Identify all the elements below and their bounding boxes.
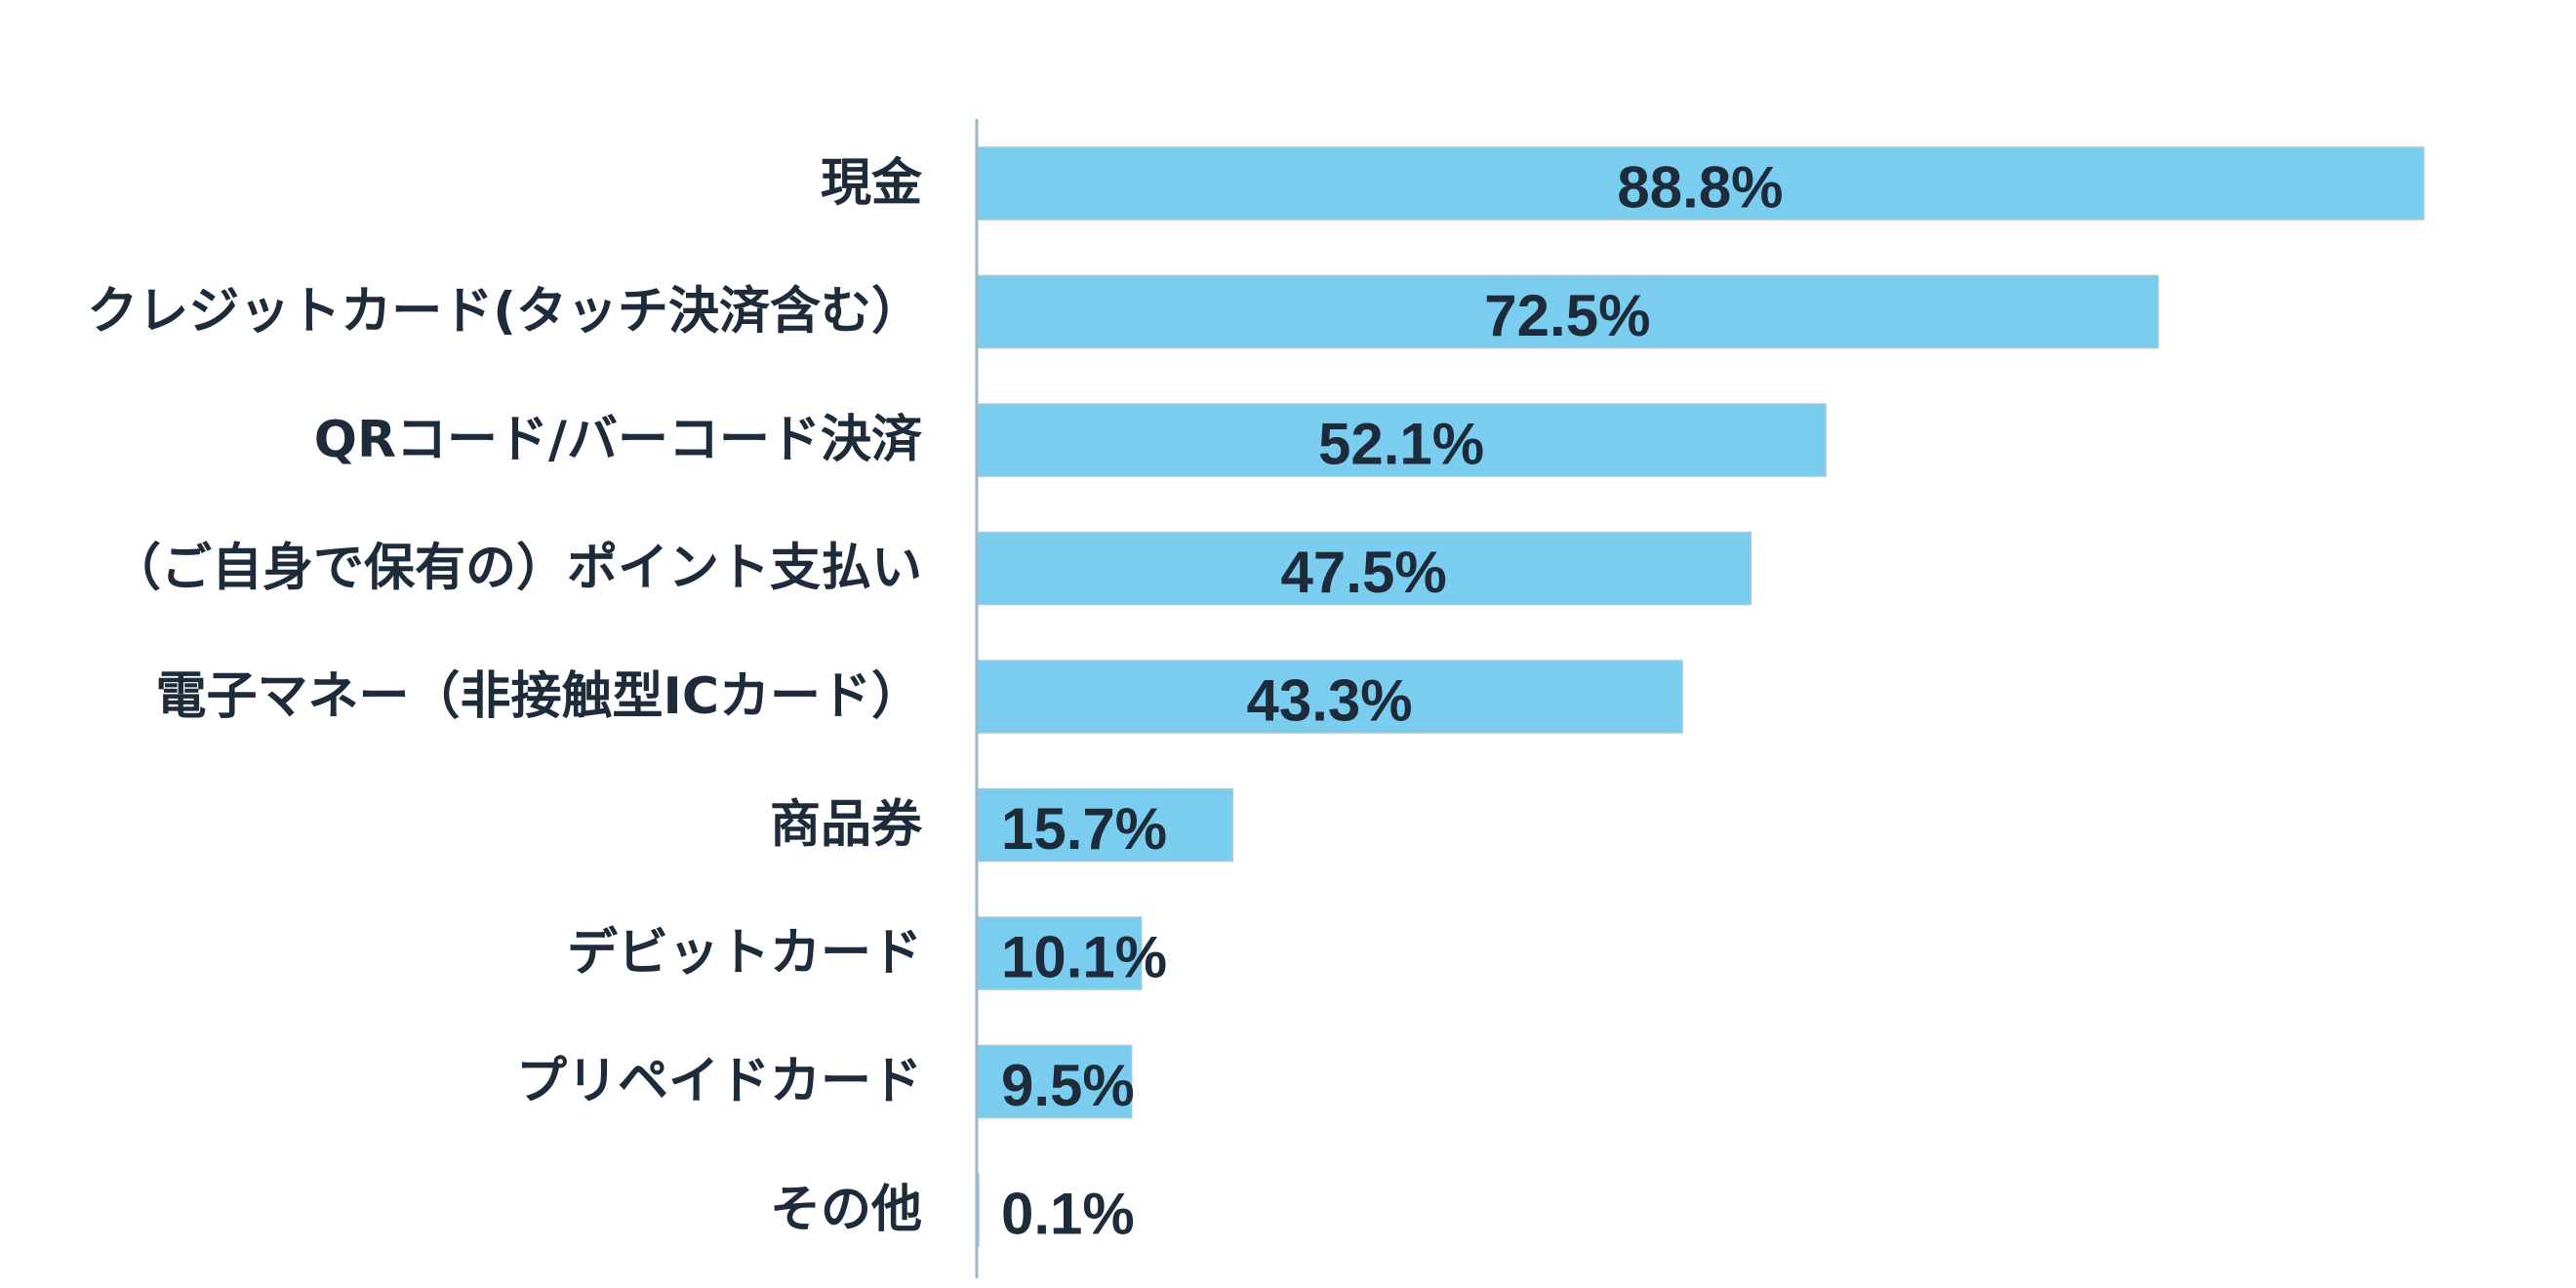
value-label-9: 0.1% bbox=[1001, 1182, 1135, 1247]
value-label-8: 9.5% bbox=[1001, 1053, 1135, 1118]
bar-2 bbox=[976, 274, 2159, 349]
category-label-5: 電子マネー（非接触型ICカード） bbox=[155, 667, 922, 726]
value-label-7: 10.1% bbox=[1001, 925, 1167, 990]
bar-3 bbox=[976, 403, 1827, 477]
category-label-3: QRコード/バーコード決済 bbox=[314, 411, 923, 469]
category-label-1: 現金 bbox=[821, 154, 923, 213]
value-label-3: 52.1% bbox=[1318, 412, 1484, 477]
bar-1 bbox=[976, 146, 2425, 221]
bar-5 bbox=[976, 660, 1683, 734]
bars-layer bbox=[976, 146, 2425, 1247]
bar-7 bbox=[976, 916, 1143, 990]
category-label-2: クレジットカード(タッチ決済含む） bbox=[87, 283, 922, 342]
value-label-1: 88.8% bbox=[1617, 155, 1783, 221]
value-label-6: 15.7% bbox=[1001, 796, 1167, 862]
value-label-5: 43.3% bbox=[1246, 668, 1412, 734]
category-label-6: 商品券 bbox=[770, 796, 923, 855]
category-label-9: その他 bbox=[770, 1181, 922, 1239]
value-label-2: 72.5% bbox=[1484, 283, 1650, 348]
category-label-7: デビットカード bbox=[567, 924, 922, 983]
category-label-8: プリペイドカード bbox=[516, 1053, 922, 1111]
bar-6 bbox=[976, 787, 1233, 863]
bar-4 bbox=[976, 531, 1751, 606]
category-label-4: （ご自身で保有の）ポイント支払い bbox=[110, 540, 922, 598]
value-label-4: 47.5% bbox=[1281, 540, 1447, 605]
labels-layer: 現金 88.8% クレジットカード(タッチ決済含む） 72.5% QRコード/バーコード… bbox=[87, 154, 1783, 1247]
